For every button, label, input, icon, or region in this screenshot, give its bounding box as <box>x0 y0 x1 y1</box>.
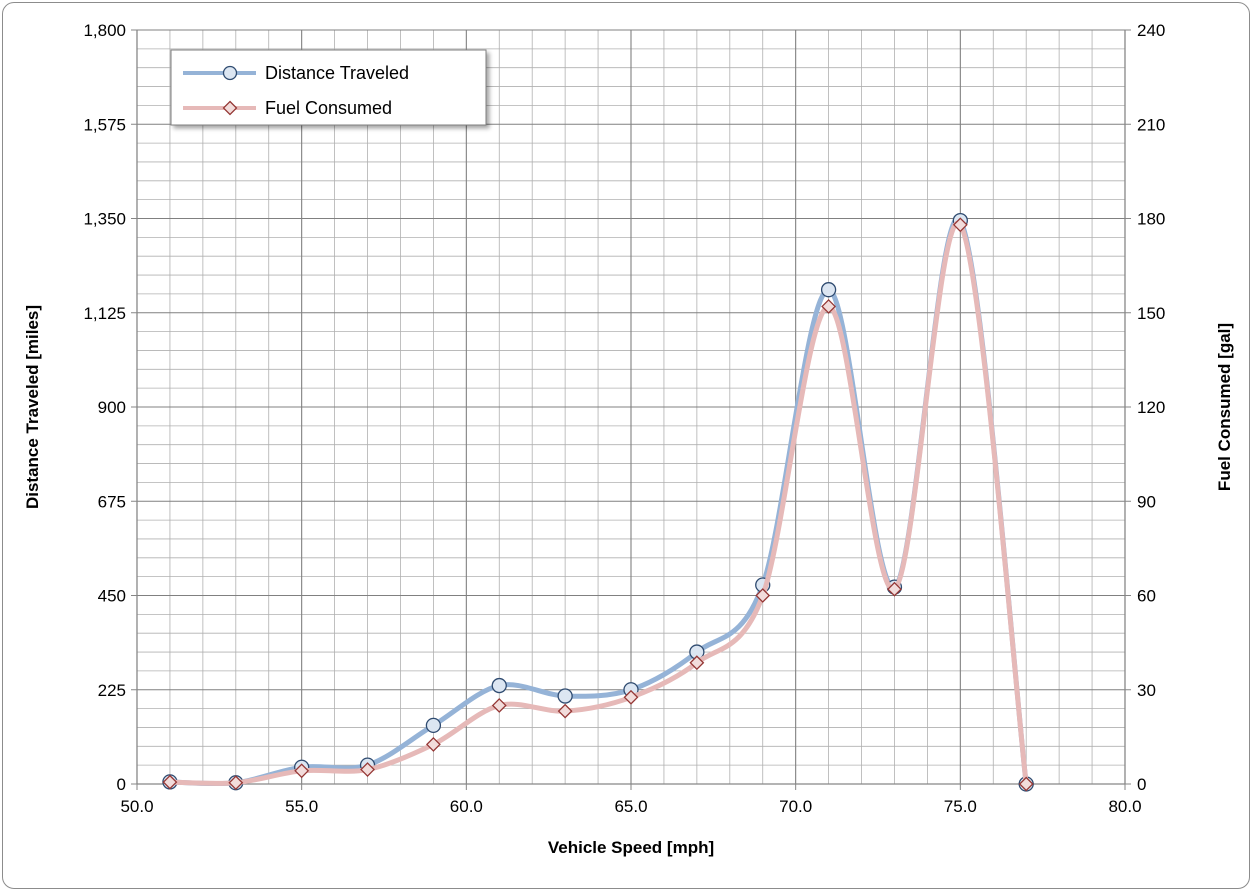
x-tick-label: 65.0 <box>614 797 647 816</box>
tick-labels: 50.0 55.0 60.0 65.0 70.0 75.0 80.0 0 225 450 675 90… <box>83 21 1165 816</box>
x-tick-label: 75.0 <box>944 797 977 816</box>
data-point-fuel-consumed <box>294 763 310 779</box>
data-point-fuel-consumed <box>1018 776 1034 792</box>
y-tick-label: 0 <box>117 775 126 794</box>
y2-tick-label: 60 <box>1137 587 1156 606</box>
legend-label-distance: Distance Traveled <box>265 63 409 83</box>
legend: Distance Traveled Fuel Consumed <box>170 49 487 126</box>
y2-tick-label: 90 <box>1137 492 1156 511</box>
x-tick-label: 55.0 <box>285 797 318 816</box>
x-tick-label: 50.0 <box>120 797 153 816</box>
y-tick-label: 1,800 <box>83 21 126 40</box>
y-axis-title: Distance Traveled [miles] <box>23 305 42 509</box>
series-layer <box>162 212 1034 792</box>
data-point-fuel-consumed <box>887 581 902 597</box>
y2-tick-label: 0 <box>1137 775 1146 794</box>
y2-tick-label: 180 <box>1137 210 1165 229</box>
y-tick-label: 1,575 <box>83 115 126 134</box>
x-tick-label: 70.0 <box>779 797 812 816</box>
y2-tick-label: 240 <box>1137 21 1165 40</box>
data-point-fuel-consumed <box>755 588 771 603</box>
data-point-distance-traveled <box>557 688 573 704</box>
y-tick-label: 675 <box>98 492 126 511</box>
data-point-fuel-consumed <box>557 703 573 719</box>
data-point-fuel-consumed <box>821 299 837 314</box>
data-point-fuel-consumed <box>228 775 244 791</box>
y2-tick-label: 150 <box>1137 304 1165 323</box>
data-point-fuel-consumed <box>952 217 968 233</box>
y2-tick-label: 30 <box>1137 681 1156 700</box>
data-point-fuel-consumed <box>425 736 441 752</box>
y-tick-label: 900 <box>98 398 126 417</box>
y2-tick-label: 120 <box>1137 398 1165 417</box>
data-point-distance-traveled <box>425 717 442 734</box>
legend-marker-fuel <box>222 100 238 116</box>
legend-label-fuel: Fuel Consumed <box>265 98 392 118</box>
data-point-distance-traveled <box>820 282 837 298</box>
data-point-fuel-consumed <box>623 689 639 705</box>
data-point-fuel-consumed <box>491 698 507 713</box>
y-tick-label: 1,125 <box>83 304 126 323</box>
legend-marker-distance <box>222 65 238 81</box>
y-tick-label: 450 <box>98 587 126 606</box>
y-tick-label: 225 <box>98 681 126 700</box>
y-tick-label: 1,350 <box>83 210 126 229</box>
y2-tick-label: 210 <box>1137 115 1165 134</box>
data-point-fuel-consumed <box>689 655 705 671</box>
data-point-distance-traveled <box>491 677 507 694</box>
y2-axis-title: Fuel Consumed [gal] <box>1215 323 1234 491</box>
x-tick-label: 80.0 <box>1108 797 1141 816</box>
x-axis-title: Vehicle Speed [mph] <box>548 838 714 857</box>
data-point-fuel-consumed <box>360 762 375 777</box>
x-tick-label: 60.0 <box>450 797 483 816</box>
legend-box <box>170 49 487 126</box>
data-point-fuel-consumed <box>162 774 178 790</box>
